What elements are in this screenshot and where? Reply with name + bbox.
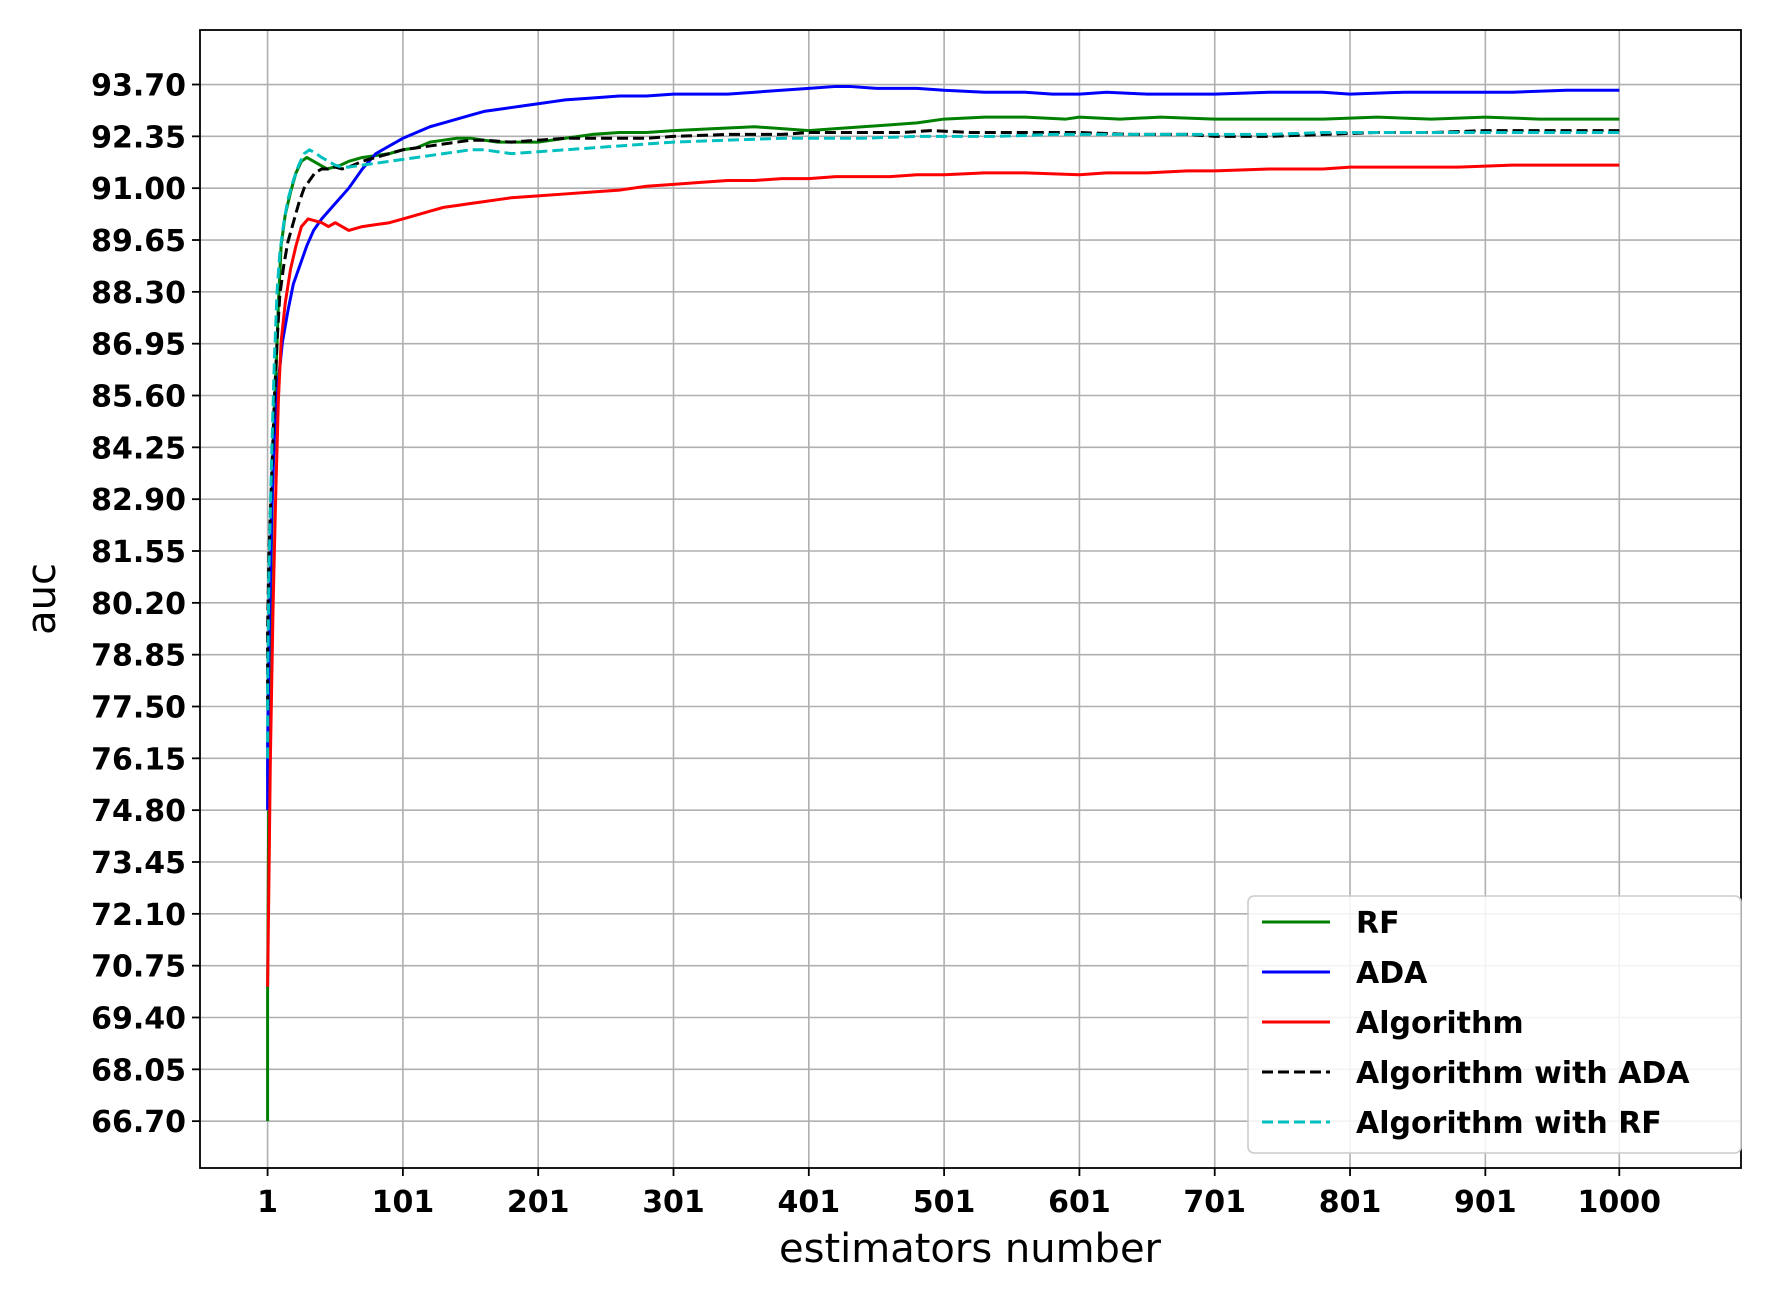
y-tick-label: 81.55	[91, 535, 186, 570]
x-tick-label: 1	[257, 1185, 278, 1220]
y-tick-label: 85.60	[91, 380, 186, 415]
series-line-algorithm	[266, 163, 1620, 987]
y-tick-label: 77.50	[91, 691, 186, 726]
y-tick-label: 66.70	[91, 1105, 186, 1140]
y-axis-title: auc	[19, 563, 65, 635]
y-tick-label: 68.05	[91, 1053, 186, 1088]
y-tick-label: 76.15	[91, 742, 186, 777]
series-group	[266, 84, 1620, 1122]
series-line-ada	[266, 84, 1620, 811]
legend-label: Algorithm with RF	[1356, 1106, 1662, 1141]
grid	[200, 30, 1741, 1168]
y-tick-label: 73.45	[91, 846, 186, 881]
y-tick-label: 92.35	[91, 120, 186, 155]
x-axis-title: estimators number	[779, 1226, 1162, 1272]
legend-label: ADA	[1356, 956, 1428, 991]
x-tick-label: 301	[642, 1185, 705, 1220]
x-tick-label: 901	[1454, 1185, 1517, 1220]
x-tick-label: 801	[1319, 1185, 1382, 1220]
x-tick-label: 1000	[1578, 1185, 1662, 1220]
legend: RF ADA Algorithm Algorithm with ADA Algorith…	[1247, 895, 1742, 1154]
legend-box	[1247, 895, 1742, 1154]
y-tick-label: 86.95	[91, 328, 186, 363]
y-tick-label: 88.30	[91, 276, 186, 311]
y-tick-label: 70.75	[91, 950, 186, 985]
y-tick-label: 84.25	[91, 431, 186, 466]
legend-label: RF	[1356, 906, 1400, 941]
y-tick-label: 91.00	[91, 172, 186, 207]
y-tick-label: 93.70	[91, 69, 186, 104]
y-tick-label: 74.80	[91, 794, 186, 829]
x-tick-label: 601	[1048, 1185, 1111, 1220]
legend-label: Algorithm	[1356, 1006, 1524, 1041]
plot-frame	[199, 29, 1742, 1169]
x-tick-label: 401	[777, 1185, 840, 1220]
x-tick-label: 101	[372, 1185, 435, 1220]
x-tick-label: 501	[913, 1185, 976, 1220]
series-line-algorithm-with-rf	[266, 131, 1620, 759]
x-axis-ticks: 1 101 201 301 401 501 601 701 801 901 1000	[257, 1168, 1661, 1220]
x-tick-label: 201	[507, 1185, 570, 1220]
y-tick-label: 89.65	[91, 224, 186, 259]
y-tick-label: 69.40	[91, 1001, 186, 1036]
x-tick-label: 701	[1183, 1185, 1246, 1220]
y-tick-label: 78.85	[91, 639, 186, 674]
legend-label: Algorithm with ADA	[1356, 1056, 1690, 1091]
y-axis-ticks: 66.70 68.05 69.40 70.75 72.10 73.45 74.80 76.15…	[91, 69, 200, 1140]
y-tick-label: 82.90	[91, 483, 186, 518]
y-tick-label: 80.20	[91, 587, 186, 622]
y-tick-label: 72.10	[91, 898, 186, 933]
